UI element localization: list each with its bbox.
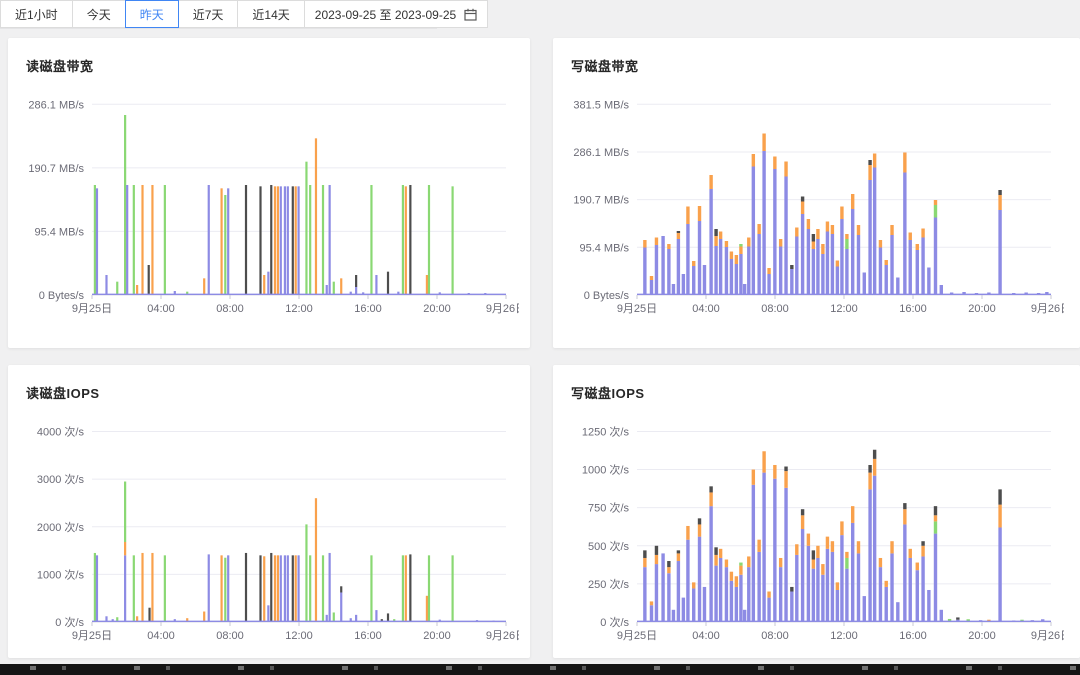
time-range-today-button[interactable]: 今天 [72,0,126,28]
svg-text:12:00: 12:00 [285,630,313,642]
svg-text:16:00: 16:00 [354,630,382,642]
svg-text:12:00: 12:00 [830,630,858,642]
time-range-toolbar: 近1小时 今天 昨天 近7天 近14天 2023-09-25 至 2023-09… [0,0,489,29]
svg-text:9月26日: 9月26日 [486,303,519,315]
svg-text:0 Bytes/s: 0 Bytes/s [39,290,85,302]
svg-text:3000 次/s: 3000 次/s [37,472,85,486]
svg-text:95.4 MB/s: 95.4 MB/s [34,226,84,238]
svg-text:04:00: 04:00 [147,630,175,642]
read-iops-chart-card: 读磁盘IOPS 4000 次/s 3000 次/s 2000 次/s 1000 次/s… [8,365,530,658]
svg-text:04:00: 04:00 [692,303,720,315]
svg-text:286.1 MB/s: 286.1 MB/s [573,147,629,159]
chart-title: 读磁盘带宽 [26,59,94,74]
svg-text:381.5 MB/s: 381.5 MB/s [573,99,629,111]
date-range-value: 2023-09-25 至 2023-09-25 [314,7,457,22]
svg-text:286.1 MB/s: 286.1 MB/s [28,99,84,111]
write-iops-chart-canvas: 1250 次/s 1000 次/s 750 次/s 500 次/s 250 次/s 0 次… [559,412,1080,658]
svg-text:08:00: 08:00 [761,630,789,642]
chart-title: 写磁盘IOPS [571,386,645,401]
write-bandwidth-chart-card: 写磁盘带宽 381.5 MB/s 286.1 MB/s 190.7 MB/s 95.4… [553,38,1080,348]
svg-text:9月25日: 9月25日 [72,303,112,315]
svg-text:0 Bytes/s: 0 Bytes/s [584,290,630,302]
svg-text:20:00: 20:00 [423,630,451,642]
time-range-1h-button[interactable]: 近1小时 [0,0,73,28]
svg-text:0 次/s: 0 次/s [600,615,629,629]
time-range-14d-button[interactable]: 近14天 [238,0,305,28]
read-bandwidth-chart-card: 读磁盘带宽 286.1 MB/s 190.7 MB/s 95.4 MB/s 0 Byt… [8,38,530,348]
svg-text:08:00: 08:00 [216,630,244,642]
svg-text:750 次/s: 750 次/s [588,501,629,515]
svg-text:20:00: 20:00 [423,303,451,315]
write-iops-chart-card: 写磁盘IOPS 1250 次/s 1000 次/s 750 次/s 500 次/s 25… [553,365,1080,658]
svg-text:08:00: 08:00 [216,303,244,315]
svg-text:04:00: 04:00 [692,630,720,642]
svg-text:9月25日: 9月25日 [617,303,657,315]
svg-text:250 次/s: 250 次/s [588,577,629,591]
svg-text:20:00: 20:00 [968,303,996,315]
svg-text:16:00: 16:00 [354,303,382,315]
svg-text:190.7 MB/s: 190.7 MB/s [573,195,629,207]
svg-text:12:00: 12:00 [830,303,858,315]
svg-text:1000 次/s: 1000 次/s [37,567,85,581]
chart-title: 写磁盘带宽 [571,59,639,74]
svg-text:04:00: 04:00 [147,303,175,315]
svg-text:20:00: 20:00 [968,630,996,642]
read-bandwidth-chart-canvas: 286.1 MB/s 190.7 MB/s 95.4 MB/s 0 Bytes/s 9月… [14,85,530,335]
svg-text:9月26日: 9月26日 [486,630,519,642]
svg-text:190.7 MB/s: 190.7 MB/s [28,163,84,175]
svg-text:9月26日: 9月26日 [1031,630,1064,642]
svg-text:9月25日: 9月25日 [72,630,112,642]
svg-text:9月25日: 9月25日 [617,630,657,642]
calendar-icon [464,8,477,21]
read-iops-chart-canvas: 4000 次/s 3000 次/s 2000 次/s 1000 次/s 0 次/s 9月2… [14,412,530,658]
write-bandwidth-chart-canvas: 381.5 MB/s 286.1 MB/s 190.7 MB/s 95.4 MB/s 0… [559,85,1080,335]
svg-text:12:00: 12:00 [285,303,313,315]
svg-text:16:00: 16:00 [899,303,927,315]
svg-text:9月26日: 9月26日 [1031,303,1064,315]
svg-text:500 次/s: 500 次/s [588,539,629,553]
svg-text:16:00: 16:00 [899,630,927,642]
time-range-7d-button[interactable]: 近7天 [178,0,239,28]
date-range-picker[interactable]: 2023-09-25 至 2023-09-25 [304,0,489,28]
svg-text:0 次/s: 0 次/s [55,615,84,629]
svg-text:08:00: 08:00 [761,303,789,315]
svg-text:95.4 MB/s: 95.4 MB/s [579,242,629,254]
svg-text:4000 次/s: 4000 次/s [37,425,85,439]
time-range-yesterday-button[interactable]: 昨天 [124,0,179,28]
svg-text:1000 次/s: 1000 次/s [582,463,630,477]
svg-text:2000 次/s: 2000 次/s [37,520,85,534]
clipped-text-fragment [0,666,1080,670]
chart-title: 读磁盘IOPS [26,386,100,401]
svg-text:1250 次/s: 1250 次/s [582,424,630,438]
bottom-clipped-bar [0,664,1080,675]
